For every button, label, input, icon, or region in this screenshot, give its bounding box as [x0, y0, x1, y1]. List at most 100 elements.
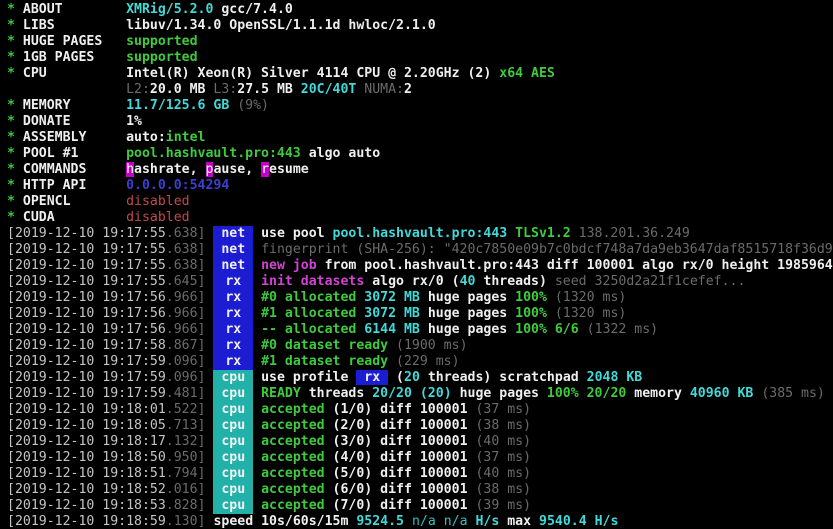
log-message-segment: accepted: [261, 466, 325, 481]
log-message-segment: (1320 ms): [546, 306, 627, 321]
log-message-segment: (7/0) diff 100001: [324, 498, 468, 513]
timestamp-ms: .794]: [165, 466, 206, 481]
log-message-segment: (3/0) diff 100001: [324, 434, 468, 449]
config-line: * MEMORY 11.7/125.6 GB (9%): [7, 98, 833, 114]
log-line: [2019-12-10 19:17:55.638] net new job from…: [7, 258, 833, 274]
log-message-segment: huge pages: [419, 306, 508, 321]
config-label: CPU: [22, 66, 47, 81]
log-message-segment: (: [388, 370, 404, 385]
config-star: *: [7, 98, 15, 113]
config-value-segment: libuv/1.34.0 OpenSSL/1.1.1d hwloc/2.1.0: [126, 18, 436, 33]
timestamp: [2019-12-10 19:18:59: [7, 514, 166, 529]
cpu-badge: cpu: [213, 386, 254, 402]
timestamp-ms: .132]: [165, 434, 206, 449]
config-value-segment: ashrate,: [134, 162, 206, 177]
config-value-segment: supported: [126, 50, 198, 65]
log-line: [2019-12-10 19:18:59.130] speed 10s/60s/1…: [7, 514, 833, 529]
log-line: [2019-12-10 19:18:53.828] cpu accepted (7/…: [7, 498, 833, 514]
log-message-segment: threads): [419, 370, 492, 385]
config-label: COMMANDS: [22, 162, 87, 177]
timestamp: [2019-12-10 19:17:59: [7, 354, 166, 369]
config-line: * CUDA disabled: [7, 210, 833, 226]
timestamp: [2019-12-10 19:17:55: [7, 274, 166, 289]
config-line: * HTTP API 0.0.0.0:54294: [7, 178, 833, 194]
net-badge: net: [213, 258, 254, 274]
timestamp-ms: .828]: [165, 498, 206, 513]
timestamp-ms: .522]: [165, 402, 206, 417]
log-section: [2019-12-10 19:17:55.638] net use pool poo…: [7, 226, 833, 529]
log-message-segment: rx: [356, 370, 389, 385]
rx-badge: rx: [213, 290, 254, 306]
log-message-segment: 138.201.36.249: [570, 226, 690, 241]
log-message-segment: (1320 ms): [546, 290, 627, 305]
log-message-segment: (37 ms): [467, 450, 532, 465]
log-message-segment: threads): [475, 274, 547, 289]
timestamp: [2019-12-10 19:18:53: [7, 498, 166, 513]
config-value-segment: esume: [269, 162, 309, 177]
log-message-segment: huge pages: [419, 290, 508, 305]
rx-badge: rx: [213, 354, 254, 370]
log-message-segment: accepted: [261, 434, 325, 449]
config-value-segment: L3:: [205, 82, 238, 97]
timestamp: [2019-12-10 19:17:59: [7, 386, 166, 401]
timestamp-ms: .638]: [165, 226, 206, 241]
config-label: CUDA: [22, 210, 55, 225]
config-value-segment: supported: [126, 34, 198, 49]
log-message-segment: accepted: [261, 402, 325, 417]
log-line: [2019-12-10 19:17:56.966] rx #0 allocated …: [7, 290, 833, 306]
config-star: *: [7, 66, 15, 81]
log-message-segment: (1/0) diff 100001: [324, 402, 468, 417]
config-star: *: [7, 50, 15, 65]
config-section: * ABOUT XMRig/5.2.0 gcc/7.4.0 * LIBS libuv/1.…: [7, 2, 833, 226]
config-value-segment: disabled: [126, 210, 190, 225]
log-message-segment: algo rx/0 (: [364, 274, 460, 289]
timestamp-ms: .966]: [165, 290, 206, 305]
log-message-segment: (39 ms): [467, 498, 532, 513]
log-line: [2019-12-10 19:17:56.966] rx #1 allocated …: [7, 306, 833, 322]
config-label: HUGE PAGES: [22, 34, 103, 49]
log-message-segment: #0 dataset ready: [261, 338, 389, 353]
timestamp-ms: .713]: [165, 418, 206, 433]
config-label: OPENCL: [22, 194, 71, 209]
config-value-segment: (9%): [229, 98, 269, 113]
config-line: * COMMANDS hashrate, pause, resume: [7, 162, 833, 178]
timestamp-ms: .645]: [165, 274, 206, 289]
log-message-segment: 100%: [507, 306, 547, 321]
config-line: * ABOUT XMRig/5.2.0 gcc/7.4.0: [7, 2, 833, 18]
log-message-segment: n/a n/a: [404, 514, 468, 529]
log-message-segment: huge pages: [419, 322, 508, 337]
config-star: *: [7, 178, 15, 193]
config-value-segment: 20C/40T: [292, 82, 357, 97]
timestamp: [2019-12-10 19:18:51: [7, 466, 166, 481]
log-line: [2019-12-10 19:18:52.016] cpu accepted (6/…: [7, 482, 833, 498]
log-message-segment: new job: [261, 258, 317, 273]
config-value-segment: p: [205, 162, 214, 177]
log-message-segment: 40960 KB: [689, 386, 754, 401]
timestamp: [2019-12-10 19:17:56: [7, 322, 166, 337]
config-star: *: [7, 18, 15, 33]
config-line: * 1GB PAGES supported: [7, 50, 833, 66]
timestamp: [2019-12-10 19:18:17: [7, 434, 166, 449]
config-value-segment: NUMA:: [356, 82, 404, 97]
log-message-segment: 6144 MB: [356, 322, 420, 337]
log-message-segment: (5/0) diff 100001: [324, 466, 468, 481]
log-message-segment: -- allocated: [261, 322, 357, 337]
log-message-segment: (1900 ms): [388, 338, 468, 353]
log-message-segment: threads: [300, 386, 373, 401]
log-message-segment: (1322 ms): [578, 322, 659, 337]
log-line: [2019-12-10 19:18:17.132] cpu accepted (3/…: [7, 434, 833, 450]
timestamp-ms: .096]: [165, 370, 206, 385]
config-label: 1GB PAGES: [22, 50, 95, 65]
config-value-segment: L2:: [126, 82, 150, 97]
config-label: LIBS: [22, 18, 55, 33]
timestamp: [2019-12-10 19:17:55: [7, 242, 166, 257]
timestamp: [2019-12-10 19:17:56: [7, 306, 166, 321]
log-line: [2019-12-10 19:17:55.645] rx init datasets…: [7, 274, 833, 290]
log-message-segment: 9540.4 H/s: [539, 514, 619, 529]
timestamp-ms: .950]: [165, 450, 206, 465]
config-value-segment: gcc/7.4.0: [213, 2, 293, 17]
log-message-segment: accepted: [261, 418, 325, 433]
log-message-segment: (2/0) diff 100001: [324, 418, 468, 433]
cpu-badge: cpu: [213, 434, 254, 450]
